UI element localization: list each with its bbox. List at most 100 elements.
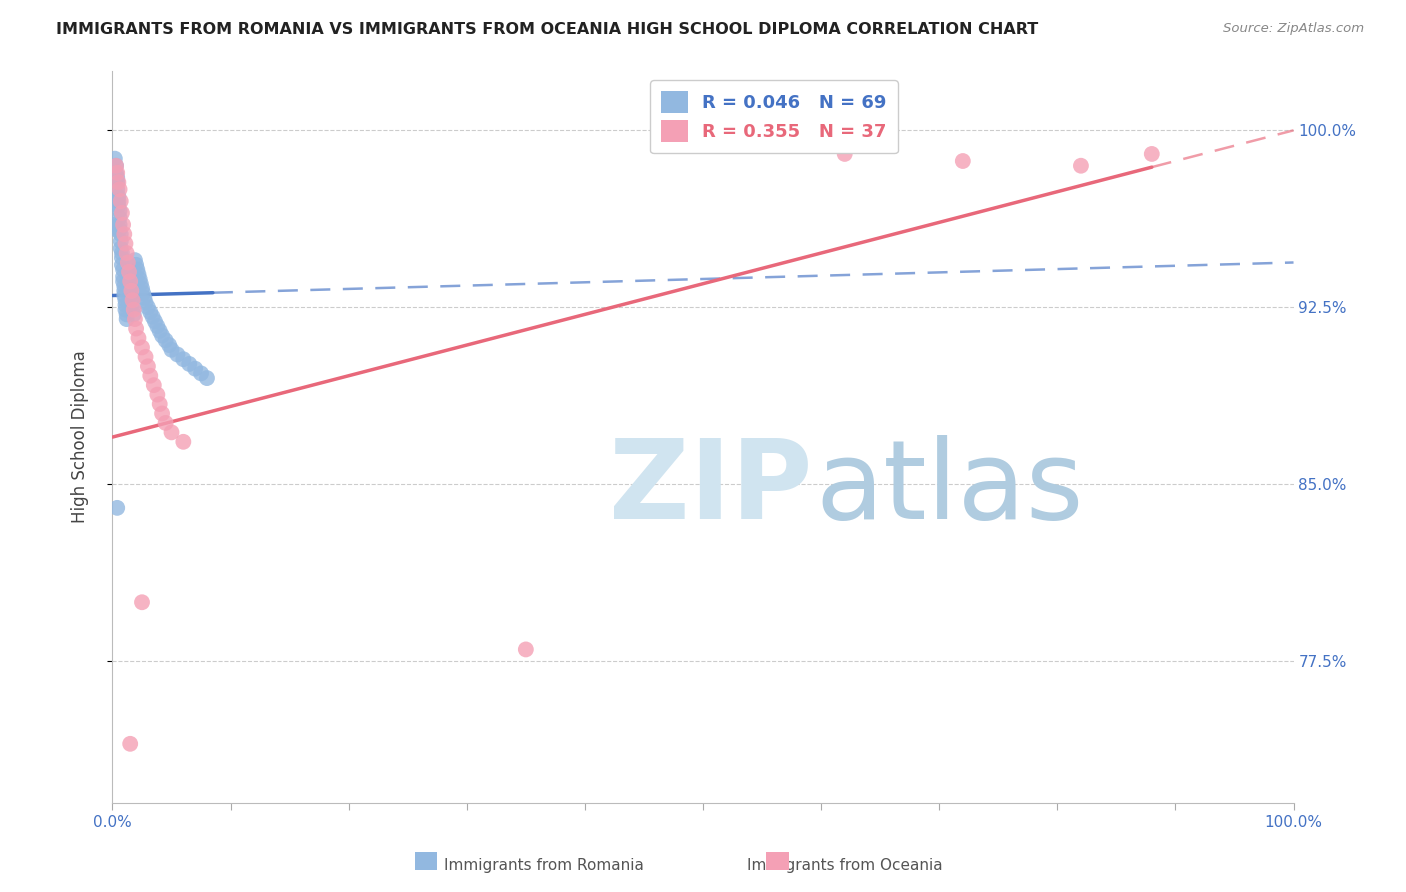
Point xyxy=(105,170,128,185)
Text: Source: ZipAtlas.com: Source: ZipAtlas.com xyxy=(1223,22,1364,36)
Text: Immigrants from Oceania: Immigrants from Oceania xyxy=(747,858,942,872)
Point xyxy=(114,293,136,308)
Point xyxy=(150,328,173,343)
Point xyxy=(127,331,149,345)
Point xyxy=(160,425,183,440)
Point xyxy=(157,338,180,352)
Point xyxy=(108,203,131,218)
Point xyxy=(108,222,131,236)
Point xyxy=(135,350,157,364)
Text: IMMIGRANTS FROM ROMANIA VS IMMIGRANTS FROM OCEANIA HIGH SCHOOL DIPLOMA CORRELATI: IMMIGRANTS FROM ROMANIA VS IMMIGRANTS FR… xyxy=(56,22,1039,37)
Point xyxy=(149,397,172,411)
Point xyxy=(139,305,162,319)
Point xyxy=(114,302,136,317)
Point xyxy=(117,255,139,269)
Point xyxy=(131,595,153,609)
Point xyxy=(112,288,135,302)
Point xyxy=(155,334,177,348)
Point xyxy=(111,258,134,272)
Point xyxy=(110,234,132,248)
Point xyxy=(155,416,177,430)
Point xyxy=(115,246,138,260)
Point xyxy=(125,321,148,335)
Point xyxy=(118,265,141,279)
Point xyxy=(195,371,218,385)
Point xyxy=(114,298,136,312)
Point xyxy=(112,284,135,298)
Point xyxy=(515,642,537,657)
Point xyxy=(110,227,132,242)
Point xyxy=(146,319,169,334)
Point xyxy=(105,182,128,196)
Text: Immigrants from Romania: Immigrants from Romania xyxy=(444,858,644,872)
Point xyxy=(120,284,142,298)
Point xyxy=(142,378,165,392)
Point xyxy=(105,500,128,515)
Point xyxy=(166,347,188,361)
Point xyxy=(111,251,134,265)
Point xyxy=(131,340,153,354)
Point xyxy=(108,211,131,225)
Point xyxy=(107,189,129,203)
Point xyxy=(107,175,129,189)
Point xyxy=(104,152,127,166)
Point xyxy=(105,175,128,189)
Point xyxy=(112,218,135,232)
Point xyxy=(105,222,128,236)
Text: atlas: atlas xyxy=(815,434,1084,541)
Legend: R = 0.046   N = 69, R = 0.355   N = 37: R = 0.046 N = 69, R = 0.355 N = 37 xyxy=(650,80,897,153)
Point xyxy=(118,274,141,288)
Point xyxy=(143,314,166,328)
Point xyxy=(122,307,145,321)
Point xyxy=(127,262,149,277)
Point xyxy=(146,387,169,401)
Point xyxy=(128,272,150,286)
Text: ZIP: ZIP xyxy=(609,434,811,541)
Point xyxy=(105,159,128,173)
Point xyxy=(112,227,135,242)
Point xyxy=(121,293,143,308)
Point xyxy=(110,241,132,255)
Point xyxy=(118,279,141,293)
Point xyxy=(136,359,159,374)
Point xyxy=(115,312,138,326)
Point xyxy=(172,434,194,449)
Point xyxy=(105,159,128,173)
Point xyxy=(190,367,212,381)
Point xyxy=(120,274,142,288)
Point xyxy=(112,279,135,293)
Point xyxy=(120,298,142,312)
Point xyxy=(172,352,194,367)
Point xyxy=(184,361,207,376)
Point xyxy=(135,295,157,310)
Point xyxy=(112,269,135,284)
Point xyxy=(834,147,856,161)
Point xyxy=(111,206,134,220)
Point xyxy=(1140,147,1163,161)
Point xyxy=(142,310,165,324)
Point xyxy=(110,194,132,208)
Point xyxy=(107,194,129,208)
Point xyxy=(105,166,128,180)
Point xyxy=(132,286,155,301)
Point xyxy=(149,324,172,338)
Point xyxy=(179,357,201,371)
Y-axis label: High School Diploma: High School Diploma xyxy=(70,351,89,524)
Point xyxy=(120,293,142,308)
Point xyxy=(120,284,142,298)
Point xyxy=(136,301,159,315)
Point xyxy=(104,218,127,232)
Point xyxy=(115,307,138,321)
Point xyxy=(114,236,136,251)
Point xyxy=(107,199,129,213)
Point xyxy=(111,246,134,260)
Point xyxy=(131,281,153,295)
Point xyxy=(127,267,149,281)
Point xyxy=(134,291,156,305)
Point xyxy=(1070,159,1092,173)
Point xyxy=(160,343,183,357)
Point xyxy=(150,407,173,421)
Point xyxy=(139,368,162,383)
Point xyxy=(105,166,128,180)
Point xyxy=(108,182,131,196)
